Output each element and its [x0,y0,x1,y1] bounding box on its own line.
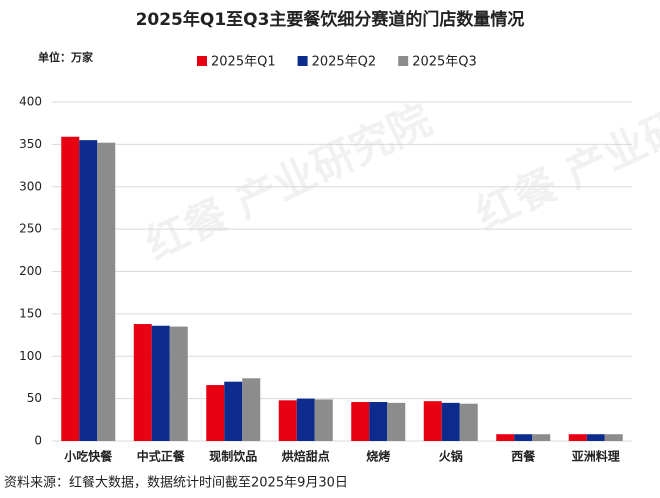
bar [79,140,98,441]
y-tick-label: 300 [19,179,42,193]
y-tick-label: 100 [19,349,42,363]
x-tick-label: 烧烤 [366,449,390,464]
legend-swatch [197,56,207,66]
watermark: 红餐 产业研究院 [468,65,660,240]
y-tick-label: 150 [19,306,42,320]
x-tick-label: 现制饮品 [209,449,257,464]
bar [351,402,370,441]
bar [441,402,460,441]
bar [169,326,188,441]
x-tick-label: 中式正餐 [137,449,186,464]
bar [133,324,152,441]
bar [586,434,605,441]
bar [459,403,478,441]
bar [532,434,551,441]
x-tick-label: 烘焙甜点 [282,449,330,464]
bar [151,325,170,441]
x-tick-label: 西餐 [511,449,536,464]
chart-title: 2025年Q1至Q3主要餐饮细分赛道的门店数量情况 [136,9,525,30]
legend-label: 2025年Q2 [312,55,377,70]
bar [369,402,388,441]
legend-swatch [297,56,308,66]
y-tick-label: 400 [19,95,42,109]
x-tick-label: 小吃快餐 [64,449,113,464]
y-tick-label: 0 [34,434,42,448]
bar [514,434,533,441]
legend-swatch [398,56,409,66]
x-tick-label: 亚洲料理 [572,449,620,464]
bar [296,398,315,441]
bar [604,434,623,441]
bar [496,434,515,441]
unit-label: 单位：万家 [38,50,94,64]
y-tick-label: 250 [19,222,42,236]
legend-label: 2025年Q1 [211,55,276,70]
x-tick-label: 火锅 [439,449,463,464]
bar [97,142,116,441]
y-tick-label: 200 [19,264,42,278]
bar [206,385,225,441]
bar [314,399,333,441]
legend-label: 2025年Q3 [412,55,477,70]
bar [61,136,80,441]
bar [242,378,261,441]
bar [224,381,243,441]
bar [568,434,587,441]
bar [423,401,442,441]
watermark: 红餐 产业研究院 [138,95,438,270]
source-note: 资料来源：红餐大数据，数据统计时间截至2025年9月30日 [4,475,348,491]
y-tick-label: 50 [27,391,42,405]
bar [387,402,406,441]
bar [278,400,297,441]
y-tick-label: 350 [19,137,42,151]
